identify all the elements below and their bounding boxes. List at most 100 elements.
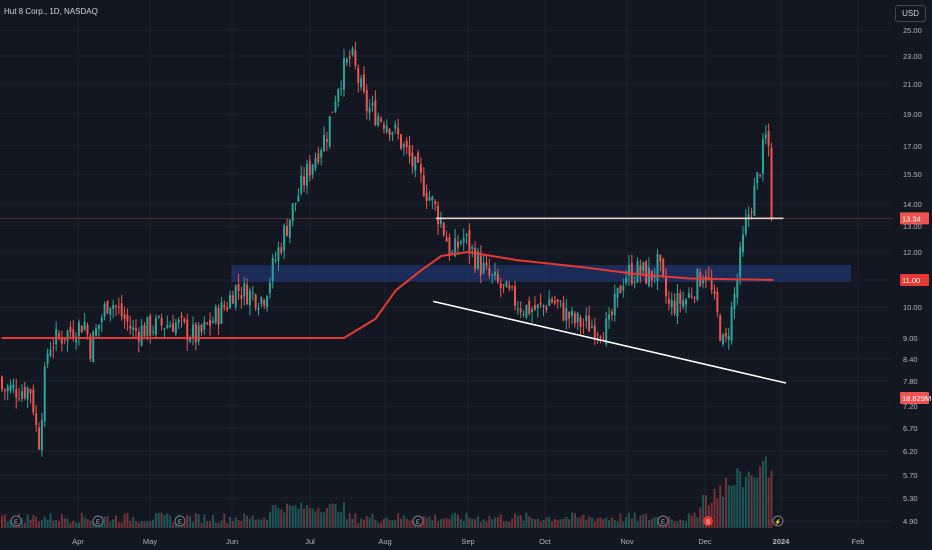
volume-bar [402,515,405,528]
candle-body [525,304,528,318]
volume-bar [682,520,685,528]
volume-bars [1,456,773,528]
volume-bar [365,516,368,528]
candle-body [593,325,596,339]
volume-bar [676,521,679,528]
candle-body [226,307,229,310]
candle-body [77,321,80,337]
price-tick-label: 13.00 [903,222,922,231]
candle-body [323,134,326,152]
earnings-marker [10,515,22,527]
candle-body [117,306,120,308]
volume-bar [348,513,351,528]
volume-bar [767,477,770,528]
time-tick-label: Aug [378,537,391,546]
volume-bar [38,521,41,528]
candle-body [545,306,548,310]
volume-bar [710,502,713,528]
volume-bar [40,520,43,528]
candle-body [186,319,189,341]
candle-body [80,325,83,333]
volume-bar [172,522,174,528]
time-tick-label: Apr [72,537,84,546]
volume-bar [86,519,89,528]
candle-body [710,280,713,290]
candle-body [417,152,420,163]
candle-body [724,332,727,337]
time-axis[interactable]: Apr May Jun Jul Aug Sep Oct Nov Dec 2024 Feb [0,530,932,550]
earnings-marker-label: E [416,520,420,526]
volume-bar [573,513,576,528]
candle-body [428,197,431,201]
volume-bar [585,519,588,528]
candle-body [673,301,676,314]
volume-bar [149,520,152,528]
candle-body [633,281,636,283]
volume-bar [246,515,249,528]
candle-body [619,285,622,294]
candle-body [431,196,434,201]
last-price-badge: 13.34 [902,214,921,223]
candle-body [9,384,12,391]
candle-body [548,299,551,307]
volume-bar [234,517,237,528]
candle-body [177,319,180,323]
volume-bar [491,519,494,528]
volume-bar [3,514,6,528]
candle-body [214,306,217,323]
time-tick-label: Jul [305,537,315,546]
candle-body [707,277,710,279]
volume-bar [602,519,605,528]
candle-body [217,308,220,325]
volume-bar [340,512,343,528]
candle-body [730,306,733,341]
candle-body [613,293,616,316]
candle-body [519,308,522,313]
candle-body [568,311,571,319]
candlesticks[interactable] [1,41,773,457]
candle-body [246,284,249,305]
price-tick-label: 9.00 [903,334,918,343]
volume-bar [106,516,109,528]
volume-bar [462,521,465,528]
volume-bar [425,517,428,528]
time-tick-label: Dec [698,537,712,546]
volume-bar [511,518,514,528]
volume-bar [314,511,317,528]
last-price-badge-bg [900,212,929,225]
currency-button[interactable]: USD [895,5,926,22]
candle-body [183,318,186,322]
candle-body [599,336,602,338]
candle-body [434,201,437,205]
volume-bar [719,485,722,528]
volume-bar [217,522,220,528]
volume-bar [656,516,659,528]
volume-bar [761,461,764,528]
candle-body [408,144,411,156]
drawing-tools[interactable] [0,217,893,384]
candle-body [499,282,502,288]
volume-bar [103,516,106,528]
candle-body [610,311,613,315]
volume-bar [690,515,693,528]
candle-body [334,101,337,112]
candle-body [759,174,762,176]
candle-body [742,234,744,253]
volume-bar [451,514,454,528]
candle-body [662,259,665,276]
candle-body [129,325,132,329]
event-markers[interactable]: E E E E E ⚡ S [10,515,784,527]
candle-body [52,347,55,349]
candle-body [459,241,462,244]
volume-bar [345,519,348,528]
symbol-title[interactable]: Hut 8 Corp., 1D, NASDAQ [4,7,98,16]
volume-bar [613,519,616,528]
candle-body [200,324,203,332]
volume-bar [134,521,137,528]
volume-bar [636,521,639,528]
volume-bar [288,505,291,528]
dividend-marker [703,516,713,526]
candle-body [303,176,306,186]
volume-bar [744,476,747,528]
